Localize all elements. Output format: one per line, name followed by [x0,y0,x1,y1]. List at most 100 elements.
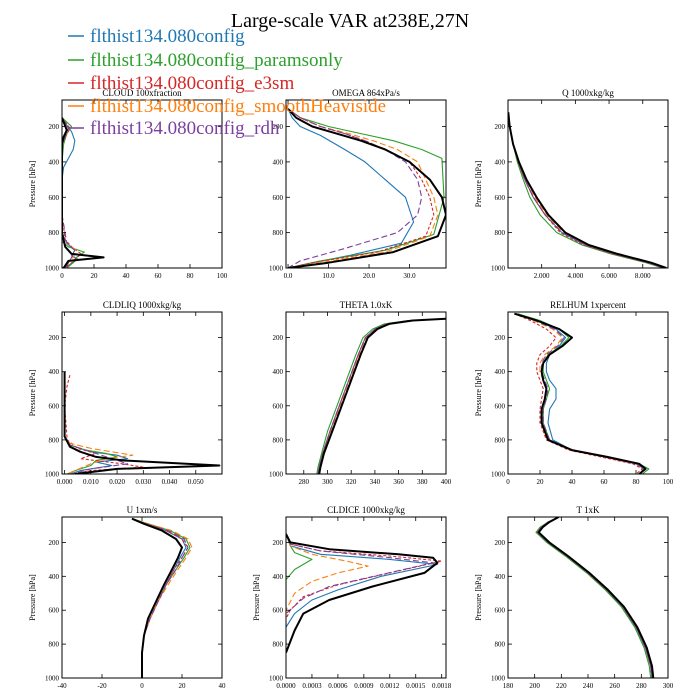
y-tick-label: 400 [495,368,506,376]
series-line-3 [508,112,665,268]
x-tick-label: 8.000 [635,272,651,280]
series-line-1 [317,318,446,474]
legend: flthist134.080config flthist134.080config… [68,26,386,139]
x-tick-label: 40 [123,272,131,280]
y-tick-label: 200 [49,123,60,131]
series-line-3 [131,518,189,678]
y-tick-label: 1000 [45,675,60,683]
panel-frame [285,516,447,679]
panel-7: -40 -20 0 20 40 200 400 600 800 1000 U 1xm/s Pressu… [28,505,226,690]
series-line-1 [515,313,645,474]
panel-1: 0 20 40 60 80 100 200 400 600 800 1000 CLOUD 100xfr… [28,88,228,280]
y-axis-label: Pressure [hPa] [474,369,483,416]
x-tick-label: 0.0006 [328,682,348,690]
series-line-5 [64,371,129,474]
y-tick-label: 800 [495,641,506,649]
y-tick-label: 600 [49,194,60,202]
y-axis-label: Pressure [hPa] [28,369,37,416]
series-line-4 [317,318,446,474]
x-tick-label: 260 [609,682,620,690]
x-tick-label: 300 [322,478,333,486]
x-tick-label: 0.050 [188,478,204,486]
panel-title: RELHUM 1xpercent [550,300,626,310]
series-line-6 [63,371,221,474]
panel-title: U 1xm/s [127,505,158,515]
series-line-1 [286,533,438,628]
series-line-3 [514,313,643,474]
y-tick-label: 400 [273,158,284,166]
x-tick-label: 380 [417,478,428,486]
panel-frame [285,311,447,475]
x-tick-label: 60 [601,478,609,486]
x-tick-label: 0 [140,682,144,690]
series-line-6 [62,117,105,268]
series-line-6 [286,533,439,653]
panel-title: CLDICE 1000xkg/kg [327,505,405,515]
x-tick-label: 30.0 [403,272,416,280]
legend-entry-2: flthist134.080config_paramsonly [68,50,343,71]
y-axis-label: Pressure [hPa] [252,574,261,621]
x-tick-label: 40 [569,478,577,486]
series-line-5 [515,313,647,474]
y-axis-label: Pressure [hPa] [474,574,483,621]
x-tick-label: 40 [219,682,227,690]
series-group [62,117,105,268]
x-tick-label: 80 [187,272,195,280]
series-line-4 [515,313,647,474]
y-tick-label: 200 [273,334,284,342]
y-tick-label: 800 [495,436,506,444]
y-tick-label: 600 [495,607,506,615]
x-tick-label: 10.0 [322,272,335,280]
x-tick-label: 220 [556,682,567,690]
x-tick-label: 100 [663,478,674,486]
y-tick-label: 600 [49,402,60,410]
panel-8: 0.0000 0.0003 0.0006 0.0009 0.0012 0.0015 0.00… [252,505,452,690]
x-tick-label: 0.0000 [276,682,296,690]
x-tick-label: 0 [506,478,510,486]
panel-frame [507,99,669,269]
series-line-6 [131,517,183,678]
panel-3: 2.000 4.000 6.000 8.000 200 400 600 800 1000 Q 10… [474,88,669,280]
x-tick-label: 0.0015 [406,682,426,690]
series-line-6 [318,317,446,474]
x-tick-label: 0.030 [135,478,151,486]
y-tick-label: 400 [273,368,284,376]
y-tick-label: 1000 [269,471,284,479]
legend-entry-1: flthist134.080config [68,26,245,47]
series-line-4 [538,517,654,678]
panel-title: CLDLIQ 1000xkg/kg [103,300,182,310]
series-line-1 [536,517,653,678]
y-tick-label: 400 [49,573,60,581]
y-tick-label: 200 [49,539,60,547]
y-tick-label: 600 [273,607,284,615]
legend-label: flthist134.080config_smoothHeaviside [90,96,386,117]
panel-frame [507,311,669,475]
series-group [514,312,650,474]
y-tick-label: 800 [49,436,60,444]
x-tick-label: 280 [636,682,647,690]
y-tick-label: 1000 [491,471,506,479]
y-tick-label: 1000 [45,265,60,273]
series-group [287,108,446,268]
legend-label: flthist134.080config_rdh [90,118,280,139]
x-tick-label: 80 [633,478,641,486]
y-tick-label: 600 [495,402,506,410]
y-axis-label: Pressure [hPa] [28,574,37,621]
series-line-2 [535,517,652,678]
x-tick-label: 60 [155,272,163,280]
panel-6: 0 20 40 60 80 100 200 400 600 800 1000 RELHUM 1xper… [474,300,674,486]
panel-title: T 1xK [576,505,600,515]
series-line-2 [131,518,191,678]
x-tick-label: 6.000 [601,272,617,280]
panel-4: 0.000 0.010 0.020 0.030 0.040 0.050 200 400 600 8… [28,300,223,486]
y-tick-label: 800 [273,229,284,237]
x-tick-label: 280 [299,478,310,486]
y-tick-label: 800 [273,641,284,649]
panel-title: THETA 1.0xK [340,300,393,310]
series-group [131,517,193,678]
series-group [286,533,443,653]
series-group [508,112,667,268]
y-tick-label: 800 [49,229,60,237]
